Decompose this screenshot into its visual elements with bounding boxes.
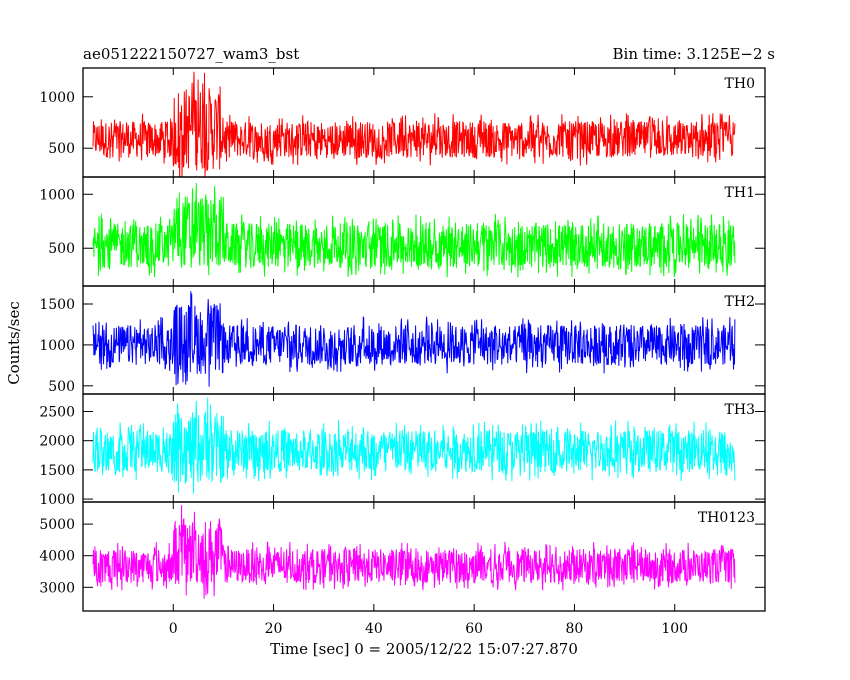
y-tick-label-th1: 500: [48, 241, 75, 257]
y-tick-label-th3: 2000: [39, 434, 75, 450]
x-tick-label: 20: [265, 621, 283, 637]
x-tick-label: 60: [465, 621, 483, 637]
y-tick-label-th0: 500: [48, 141, 75, 157]
series-line-th0: [92, 71, 736, 177]
series-line-th2: [92, 291, 736, 387]
panel-label-th0123: TH0123: [698, 510, 755, 526]
y-tick-label-th0123: 5000: [39, 517, 75, 533]
y-tick-label-th3: 1000: [39, 492, 75, 508]
panel-label-th1: TH1: [725, 185, 755, 201]
y-tick-label-th1: 1000: [39, 187, 75, 203]
panel-frame-th0123: [82, 501, 766, 612]
y-tick-label-th3: 1500: [39, 463, 75, 479]
panel-label-th0: TH0: [725, 76, 755, 92]
bin-time-label: Bin time: 3.125E−2 s: [613, 45, 775, 63]
x-tick-label: 80: [566, 621, 584, 637]
y-tick-label-th2: 1000: [39, 338, 75, 354]
series-line-th1: [92, 182, 736, 278]
x-tick-label: 100: [661, 621, 688, 637]
x-tick-label: 40: [365, 621, 383, 637]
y-tick-label-th2: 500: [48, 379, 75, 395]
panel-label-th3: TH3: [725, 402, 755, 418]
panel-label-th2: TH2: [725, 294, 755, 310]
chart-title: ae051222150727_wam3_bst: [83, 45, 299, 63]
y-tick-label-th2: 1500: [39, 297, 75, 313]
y-axis-title: Counts/sec: [5, 301, 23, 385]
series-line-th3: [92, 397, 736, 494]
y-tick-label-th0: 1000: [39, 90, 75, 106]
x-axis-title: Time [sec] 0 = 2005/12/22 15:07:27.870: [270, 640, 578, 658]
y-tick-label-th0123: 3000: [39, 580, 75, 596]
y-tick-label-th0123: 4000: [39, 549, 75, 565]
x-tick-label: 0: [169, 621, 178, 637]
series-line-th0123: [92, 505, 736, 599]
y-tick-label-th3: 2500: [39, 405, 75, 421]
